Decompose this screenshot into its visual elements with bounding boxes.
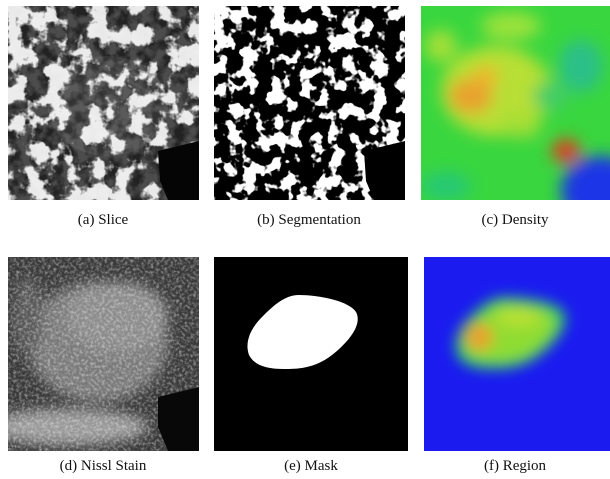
density-heatmap (421, 6, 610, 200)
mask-image (214, 257, 408, 451)
slice-image (8, 6, 199, 200)
region-caption: (f) Region (483, 458, 547, 474)
nissl-stain-caption: (d) Nissl Stain (59, 458, 147, 474)
density-caption: (c) Density (481, 212, 549, 228)
segmentation-caption: (b) Segmentation (257, 212, 361, 228)
region-heatmap (424, 257, 610, 451)
nissl-stain-image (8, 257, 199, 451)
mask-caption: (e) Mask (284, 458, 338, 474)
segmentation-image (214, 6, 405, 200)
slice-caption: (a) Slice (77, 212, 129, 228)
